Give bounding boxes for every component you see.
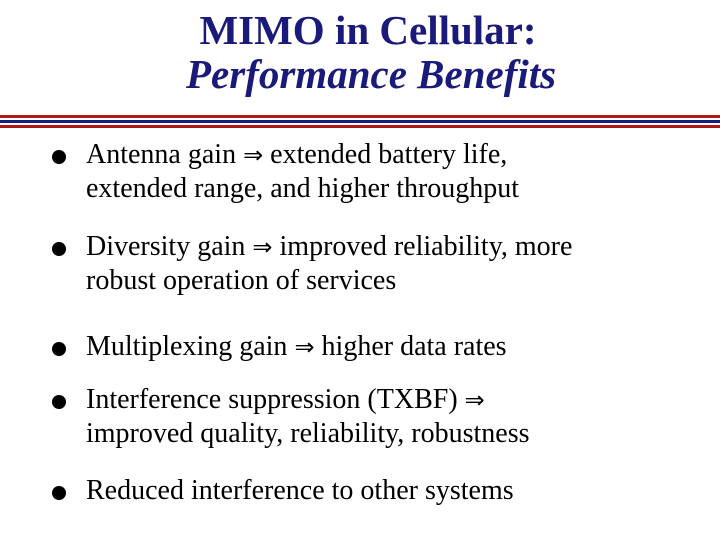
list-item-cause: Diversity gain [86,231,246,262]
list-item-cause: Interference suppression (TXBF) [86,384,458,415]
bullet-dot-icon [52,486,66,500]
implies-arrow-icon: ⇒ [464,386,485,414]
divider-red-line [0,115,720,118]
slide-subtitle: Performance Benefits [186,51,557,97]
bullet-dot-icon [52,242,66,256]
divider-blue-line [0,120,720,123]
list-item-continuation: extended range, and higher throughput [86,173,520,204]
title-divider [0,115,720,130]
list-item-continuation: improved quality, reliability, robustnes… [86,418,530,449]
bullet-dot-icon [52,342,66,356]
implies-arrow-icon: ⇒ [252,233,273,261]
list-item-text: Diversity gain ⇒ improved reliability, m… [86,230,706,298]
list-item-cause: Reduced interference to other systems [86,475,514,506]
list-item-effect: extended battery life, [270,139,508,170]
list-item-text: Multiplexing gain ⇒ higher data rates [86,330,706,364]
list-item-text: Reduced interference to other systems [86,474,706,508]
slide-title: MIMO in Cellular: [199,7,537,53]
list-item-effect: higher data rates [321,331,507,362]
divider-red-line [0,125,720,128]
list-item-cause: Multiplexing gain [86,331,288,362]
list-item-continuation: robust operation of services [86,265,397,296]
implies-arrow-icon: ⇒ [243,141,264,169]
list-item-cause: Antenna gain [86,139,237,170]
list-item-text: Interference suppression (TXBF) ⇒ improv… [86,383,706,451]
list-item-text: Antenna gain ⇒ extended battery life, ex… [86,138,706,206]
list-item-effect: improved reliability, more [279,231,573,262]
implies-arrow-icon: ⇒ [294,333,315,361]
bullet-dot-icon [52,395,66,409]
bullet-dot-icon [52,150,66,164]
